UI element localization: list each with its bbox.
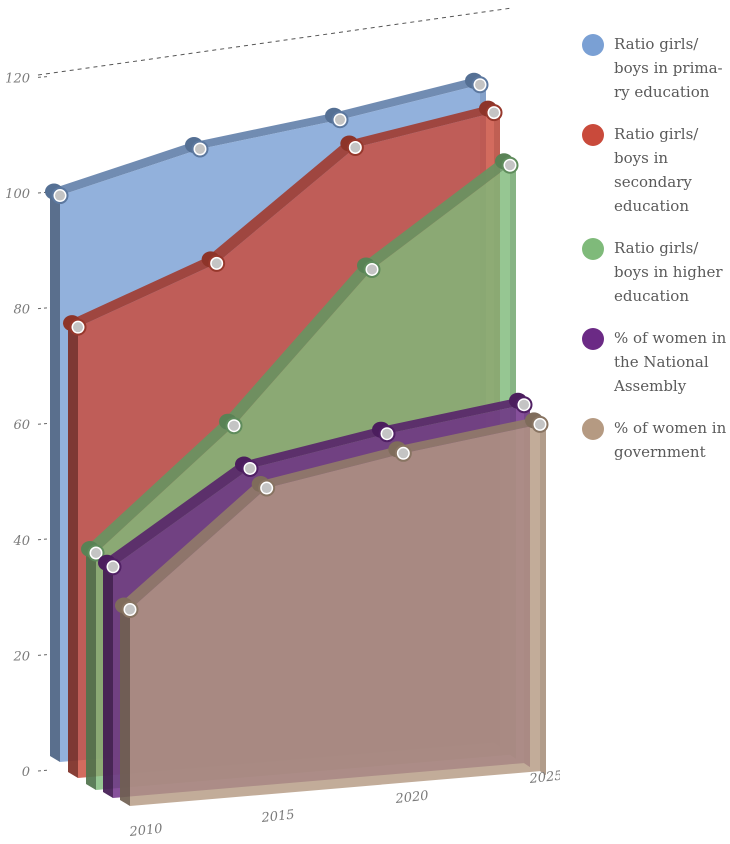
series-area <box>130 424 540 806</box>
y-tick-label: 120 <box>5 71 30 86</box>
x-tick-label: 2025 <box>528 769 560 787</box>
data-point-inner <box>367 264 377 275</box>
legend-item-assembly: % of women in the National Assembly <box>582 326 730 398</box>
y-tick-label: 20 <box>12 649 30 664</box>
x-tick-label: 2020 <box>394 789 429 807</box>
legend-item-government: % of women in government <box>582 416 730 464</box>
series-top-edge <box>68 106 494 328</box>
data-point-inner <box>108 561 118 572</box>
legend-item-primary: Ratio girls/ boys in prima-ry education <box>582 32 730 104</box>
legend-label-assembly: % of women in the National Assembly <box>614 329 727 395</box>
chart-3d-area: 0 20 40 60 80 100 120 2010 2015 2020 2025 <box>5 7 560 840</box>
legend-label-primary: Ratio girls/ boys in prima-ry education <box>614 35 723 101</box>
data-point-inner <box>245 463 255 474</box>
y-tick-mark <box>37 653 51 656</box>
data-point-inner <box>505 160 515 171</box>
data-point-inner <box>350 142 361 153</box>
y-tick-mark <box>37 422 51 425</box>
data-point-inner <box>55 190 65 201</box>
x-tick-label: 2015 <box>260 808 295 826</box>
data-point-inner <box>489 107 499 118</box>
y-tick-label: 0 <box>22 765 30 780</box>
series-right-face <box>540 424 546 776</box>
legend-swatch-higher <box>582 238 604 260</box>
series-side-face <box>68 321 78 778</box>
data-point-inner <box>519 399 529 410</box>
series-side-face <box>103 560 113 798</box>
legend-label-secondary: Ratio girls/ boys in secondary education <box>614 125 699 215</box>
series-layer <box>115 412 549 806</box>
y-tick-label: 60 <box>13 418 30 433</box>
y-tick-mark <box>37 75 51 78</box>
data-point-inner <box>91 548 101 559</box>
data-point-inner <box>335 114 345 125</box>
data-point-inner <box>73 322 83 333</box>
legend-label-government: % of women in government <box>614 419 727 461</box>
x-tick-label: 2010 <box>128 822 163 840</box>
data-point-inner <box>229 420 239 431</box>
series-side-face <box>120 603 130 806</box>
data-point-inner <box>535 419 545 430</box>
y-tick-label: 40 <box>12 534 30 549</box>
y-tick-label: 80 <box>13 303 30 318</box>
legend-swatch-primary <box>582 34 604 56</box>
legend-swatch-government <box>582 418 604 440</box>
data-point-inner <box>195 143 205 154</box>
y-tick-mark <box>37 769 51 772</box>
data-point-inner <box>125 604 135 615</box>
y-tick-mark <box>37 538 51 541</box>
y-tick-label: 100 <box>5 187 30 202</box>
data-point-inner <box>261 483 272 494</box>
axis-top-dashed-line <box>37 7 513 76</box>
series-side-face <box>86 547 96 790</box>
y-tick-mark <box>37 191 51 194</box>
legend-label-higher: Ratio girls/ boys in higher education <box>614 239 723 305</box>
legend-item-higher: Ratio girls/ boys in higher education <box>582 236 730 308</box>
legend-item-secondary: Ratio girls/ boys in secondary education <box>582 122 730 218</box>
legend: Ratio girls/ boys in prima-ry education … <box>582 32 730 482</box>
y-tick-mark <box>37 307 51 310</box>
data-point-inner <box>382 428 392 439</box>
data-point-inner <box>211 258 222 269</box>
data-point-inner <box>475 79 485 90</box>
legend-swatch-assembly <box>582 328 604 350</box>
legend-swatch-secondary <box>582 124 604 146</box>
series-top-edge <box>86 159 510 554</box>
series-side-face <box>50 189 60 762</box>
series-top-edge <box>50 78 480 196</box>
data-point-inner <box>398 448 409 459</box>
